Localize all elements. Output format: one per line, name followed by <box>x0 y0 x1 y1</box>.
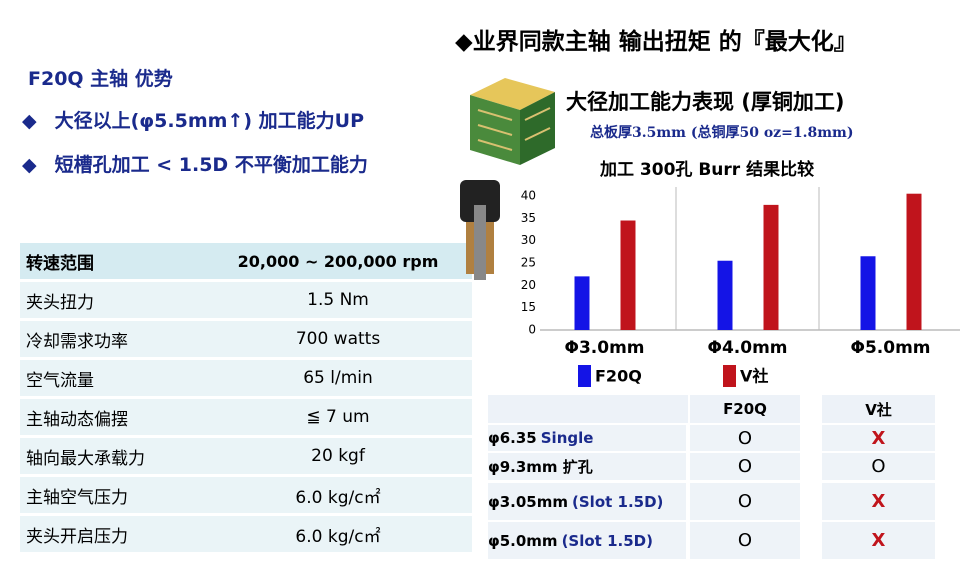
row-note: (Slot 1.5D) <box>572 492 664 511</box>
legend-swatch <box>578 365 591 387</box>
row-label: φ5.0mm <box>488 531 558 550</box>
y-tick-label: 0 <box>528 323 536 337</box>
y-tick-label: 35 <box>521 211 536 225</box>
compare-row-label: φ9.3mm 扩孔 <box>488 453 686 480</box>
slide-title: ◆业界同款主轴 输出扭矩 的『最大化』 <box>455 29 857 55</box>
row-note: Single <box>540 429 594 447</box>
spec-label: 主轴空气压力 <box>20 477 206 513</box>
y-tick-label: 20 <box>521 278 536 292</box>
header-bg <box>488 395 688 423</box>
legend-swatch <box>723 365 736 387</box>
spec-value: 700 watts <box>204 321 472 357</box>
spec-value: 6.0 kg/c㎡ <box>204 477 472 513</box>
compare-cell: O <box>690 483 800 520</box>
advantage-point: ◆ 大径以上(φ5.5mm↑) 加工能力UP <box>22 110 364 132</box>
column-header: F20Q <box>690 395 800 423</box>
bar <box>620 220 636 330</box>
spec-value: 65 l/min <box>204 360 472 396</box>
spec-value: 20 kgf <box>204 438 472 474</box>
bar <box>763 204 779 330</box>
bar <box>906 193 922 330</box>
y-tick-label: 30 <box>521 233 536 247</box>
compare-row-label: φ3.05mm (Slot 1.5D) <box>488 483 686 520</box>
compare-row-label: φ5.0mm (Slot 1.5D) <box>488 522 686 559</box>
chart-title: 加工 300孔 Burr 结果比较 <box>599 159 814 180</box>
bar <box>574 276 590 330</box>
chart-heading: 大径加工能力表现 (厚铜加工) <box>566 90 845 114</box>
compare-cell: X <box>822 425 935 451</box>
spec-label: 轴向最大承载力 <box>20 438 206 474</box>
spec-label: 主轴动态偏摆 <box>20 399 206 435</box>
spec-value: 1.5 Nm <box>204 282 472 318</box>
spec-label: 转速范围 <box>20 243 206 279</box>
product-heading: F20Q 主轴 优势 <box>28 68 173 90</box>
legend-label: F20Q <box>595 367 642 386</box>
spec-value: 20,000 ~ 200,000 rpm <box>204 243 472 279</box>
compare-cell: X <box>822 483 935 520</box>
chart-subheading: 总板厚3.5mm (总铜厚50 oz=1.8mm) <box>590 125 854 141</box>
spec-value: 6.0 kg/c㎡ <box>204 516 472 552</box>
spec-label: 冷却需求功率 <box>20 321 206 357</box>
compare-cell: O <box>690 425 800 451</box>
row-label: φ3.05mm <box>488 492 569 511</box>
advantage-text: 大径以上(φ5.5mm↑) 加工能力UP <box>54 110 364 132</box>
spec-value: ≦ 7 um <box>204 399 472 435</box>
advantage-point: ◆ 短槽孔加工 < 1.5D 不平衡加工能力 <box>22 154 368 176</box>
x-tick-label: Φ5.0mm <box>851 338 931 358</box>
compare-cell: O <box>822 453 935 480</box>
y-tick-label: 15 <box>521 300 536 314</box>
bar <box>860 256 876 330</box>
row-label: φ9.3mm 扩孔 <box>488 458 593 476</box>
compare-cell: O <box>690 522 800 559</box>
x-tick-label: Φ4.0mm <box>708 338 788 358</box>
compare-cell: X <box>822 522 935 559</box>
spec-label: 夹头开启压力 <box>20 516 206 552</box>
y-tick-label: 25 <box>521 255 536 269</box>
compare-cell: O <box>690 453 800 480</box>
bar <box>717 260 733 330</box>
advantage-text: 短槽孔加工 < 1.5D 不平衡加工能力 <box>54 154 368 176</box>
x-tick-label: Φ3.0mm <box>565 338 645 358</box>
spec-label: 空气流量 <box>20 360 206 396</box>
spec-label: 夹头扭力 <box>20 282 206 318</box>
legend-label: V社 <box>740 367 768 386</box>
column-header: V社 <box>822 395 935 423</box>
row-label: φ6.35 <box>488 429 537 447</box>
y-tick-label: 40 <box>521 188 536 202</box>
compare-row-label: φ6.35 Single <box>488 425 686 451</box>
row-note: (Slot 1.5D) <box>561 531 653 550</box>
pcb-image <box>470 78 555 165</box>
